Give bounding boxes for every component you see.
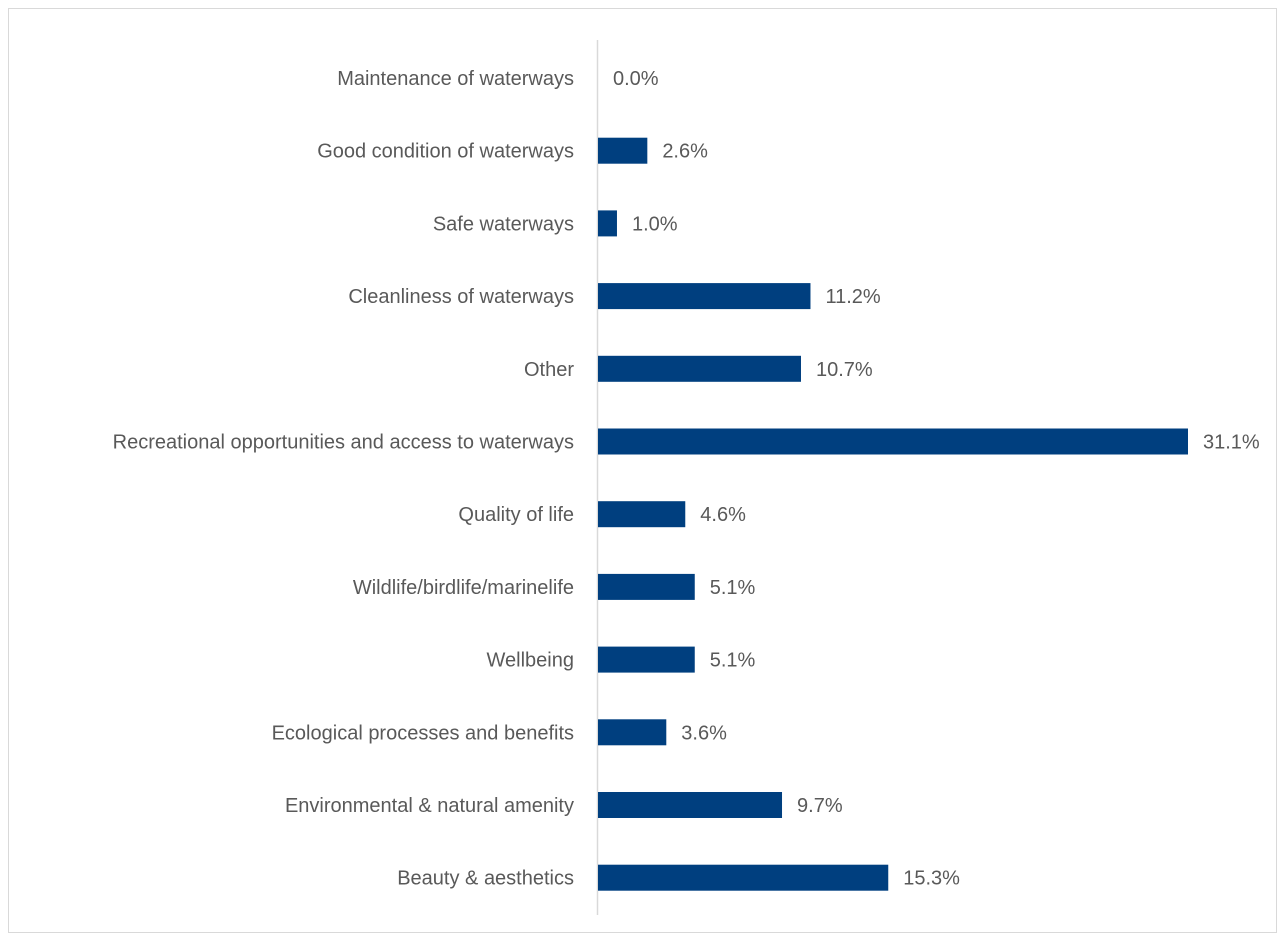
bar-11 [598,864,889,891]
category-label-9: Ecological processes and benefits [272,722,574,744]
value-labels-group: 0.0% 2.6% 1.0% 11.2% 10.7% 31.1% 4.6% 5.1% 5.1% 3… [613,68,1260,890]
bar-9 [598,719,667,746]
value-label-0: 0.0% [613,68,659,90]
bar-2 [598,210,617,237]
value-label-6: 4.6% [700,504,746,526]
category-label-6: Quality of life [458,504,574,526]
value-label-5: 31.1% [1203,432,1260,454]
category-label-4: Other [524,359,574,381]
value-label-10: 9.7% [797,795,843,817]
bar-10 [598,792,783,818]
value-label-4: 10.7% [816,359,873,381]
bar-8 [598,646,695,673]
bar-1 [598,137,648,164]
category-label-11: Beauty & aesthetics [397,868,574,890]
category-label-7: Wildlife/birdlife/marinelife [353,577,574,599]
value-label-3: 11.2% [825,286,880,308]
value-label-8: 5.1% [710,650,756,672]
bars-group [598,137,1188,891]
category-label-1: Good condition of waterways [317,141,574,163]
value-label-7: 5.1% [710,577,756,599]
value-label-11: 15.3% [903,868,960,890]
value-label-9: 3.6% [681,722,727,744]
category-labels-group: Maintenance of waterways Good condition o… [113,68,575,890]
bar-5 [598,428,1188,455]
category-label-3: Cleanliness of waterways [348,286,574,308]
bar-7 [598,573,695,600]
category-label-0: Maintenance of waterways [337,68,574,90]
category-label-10: Environmental & natural amenity [285,795,574,817]
category-label-2: Safe waterways [433,213,574,235]
value-label-2: 1.0% [632,213,678,235]
bar-4 [598,355,801,382]
category-label-8: Wellbeing [487,650,574,672]
bar-3 [598,283,811,310]
value-label-1: 2.6% [662,141,708,163]
bar-6 [598,501,686,528]
category-label-5: Recreational opportunities and access to… [113,432,574,454]
